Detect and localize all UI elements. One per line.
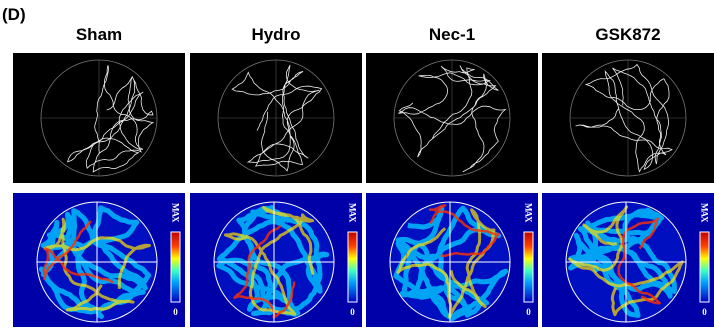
colorbar <box>171 232 180 302</box>
colorbar <box>524 232 533 302</box>
column-title: Nec-1 <box>429 25 475 44</box>
column-title: Hydro <box>251 25 300 44</box>
colorbar-min-label: 0 <box>350 307 355 317</box>
colorbar-min-label: 0 <box>173 307 178 317</box>
colorbar-max-label: MAX <box>348 203 358 223</box>
figure: (D) Sham MAX 0 Hydro MAX 0 Nec-1 MAX 0 GSK872 MAX 0 <box>0 0 714 329</box>
colorbar-max-label: MAX <box>171 203 181 223</box>
colorbar <box>348 232 357 302</box>
colorbar-min-label: 0 <box>526 307 531 317</box>
colorbar-min-label: 0 <box>702 307 707 317</box>
colorbar <box>700 232 709 302</box>
column-title: Sham <box>76 25 122 44</box>
panel-label: (D) <box>2 5 26 24</box>
colorbar-max-label: MAX <box>700 203 710 223</box>
colorbar-max-label: MAX <box>524 203 534 223</box>
column-title: GSK872 <box>595 25 660 44</box>
